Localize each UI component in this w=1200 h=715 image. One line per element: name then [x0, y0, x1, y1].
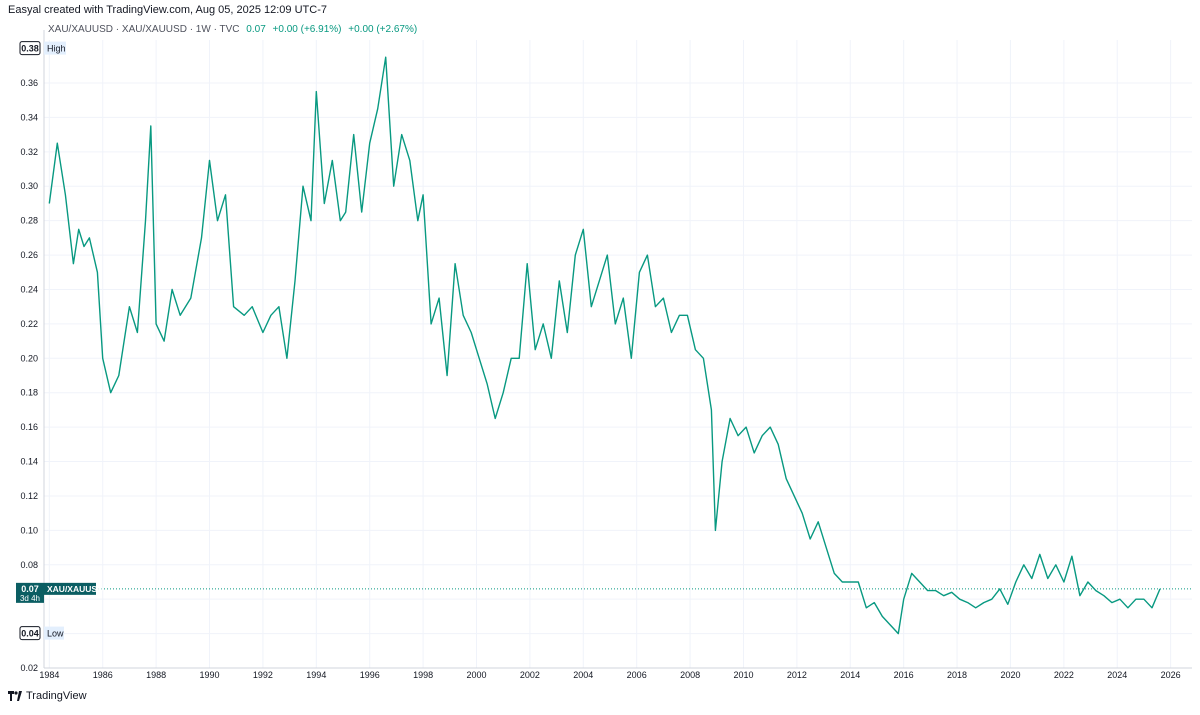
high-marker-group: 0.38 [19, 41, 41, 56]
y-tick-label: 0.10 [20, 525, 38, 535]
grid [43, 30, 1192, 669]
chart-caption: Easyal created with TradingView.com, Aug… [8, 4, 327, 16]
x-tick-label: 2006 [627, 670, 647, 680]
x-tick-label: 2012 [787, 670, 807, 680]
x-tick-label: 1992 [253, 670, 273, 680]
x-tick-label: 1990 [200, 670, 220, 680]
last-symbol-box [44, 582, 96, 595]
legend-change-pct: +0.00 (+2.67%) [348, 24, 418, 35]
y-tick-label: 0.30 [20, 181, 38, 191]
symbol-legend: XAU/XAUUSD · XAU/XAUUSD · 1W · TVC 0.07 … [48, 24, 417, 35]
x-tick-label: 1984 [39, 670, 59, 680]
high-marker-value: 0.38 [21, 44, 39, 54]
x-tick-label: 2022 [1054, 670, 1074, 680]
footer: TradingView [8, 690, 87, 702]
tradingview-logo-icon [8, 691, 22, 701]
x-tick-label: 2010 [733, 670, 753, 680]
y-tick-label: 0.22 [20, 319, 38, 329]
last-value-box [16, 582, 44, 603]
x-tick-label: 2026 [1161, 670, 1181, 680]
y-tick-label: 0.24 [20, 284, 38, 294]
y-tick-label: 0.32 [20, 147, 38, 157]
low-marker-value: 0.04 [21, 629, 39, 639]
last-symbol-label: XAU/XAUUSD [47, 584, 103, 594]
x-tick-label: 1994 [306, 670, 326, 680]
y-tick-label: 0.26 [20, 250, 38, 260]
legend-last-value: 0.07 [246, 24, 266, 35]
x-tick-label: 2014 [840, 670, 860, 680]
x-tick-label: 2018 [947, 670, 967, 680]
low-label-box [44, 626, 64, 640]
x-tick-label: 2004 [573, 670, 593, 680]
series-group [48, 56, 1161, 635]
x-tick-label: 2016 [894, 670, 914, 680]
high-marker-value-box [19, 41, 41, 56]
x-tick-label: 2008 [680, 670, 700, 680]
x-tick-label: 2024 [1107, 670, 1127, 680]
y-tick-label: 0.14 [20, 457, 38, 467]
x-tick-label: 1988 [146, 670, 166, 680]
x-tick-label: 1996 [360, 670, 380, 680]
symbol-description: XAU/XAUUSD · XAU/XAUUSD · 1W · TVC [48, 24, 240, 35]
high-label-box [44, 41, 66, 55]
low-label: Low [47, 629, 64, 639]
y-tick-label: 0.28 [20, 216, 38, 226]
legend-change-abs: +0.00 (+6.91%) [272, 24, 342, 35]
last-countdown: 3d 4h [20, 594, 40, 603]
y-tick-label: 0.08 [20, 560, 38, 570]
y-tick-label: 0.12 [20, 491, 38, 501]
x-axis: 1984 1986 1988 1990 1992 1994 1996 1998 2000 2002… [39, 670, 1180, 680]
y-tick-label: 0.20 [20, 353, 38, 363]
y-tick-label: 0.16 [20, 422, 38, 432]
x-tick-label: 1998 [413, 670, 433, 680]
x-tick-label: 2000 [466, 670, 486, 680]
y-tick-label: 0.18 [20, 388, 38, 398]
series-line-xau-xauusd [48, 56, 1161, 635]
y-tick-label: 0.34 [20, 112, 38, 122]
x-tick-label: 1986 [93, 670, 113, 680]
low-marker-group: 0.04 [19, 626, 41, 641]
last-value: 0.07 [21, 584, 39, 594]
high-label: High [47, 44, 66, 54]
footer-brand: TradingView [26, 690, 87, 702]
x-tick-label: 2020 [1000, 670, 1020, 680]
x-tick-label: 2002 [520, 670, 540, 680]
y-tick-label: 0.02 [20, 663, 38, 673]
y-tick-label: 0.36 [20, 78, 38, 88]
low-marker-value-box [19, 626, 41, 641]
